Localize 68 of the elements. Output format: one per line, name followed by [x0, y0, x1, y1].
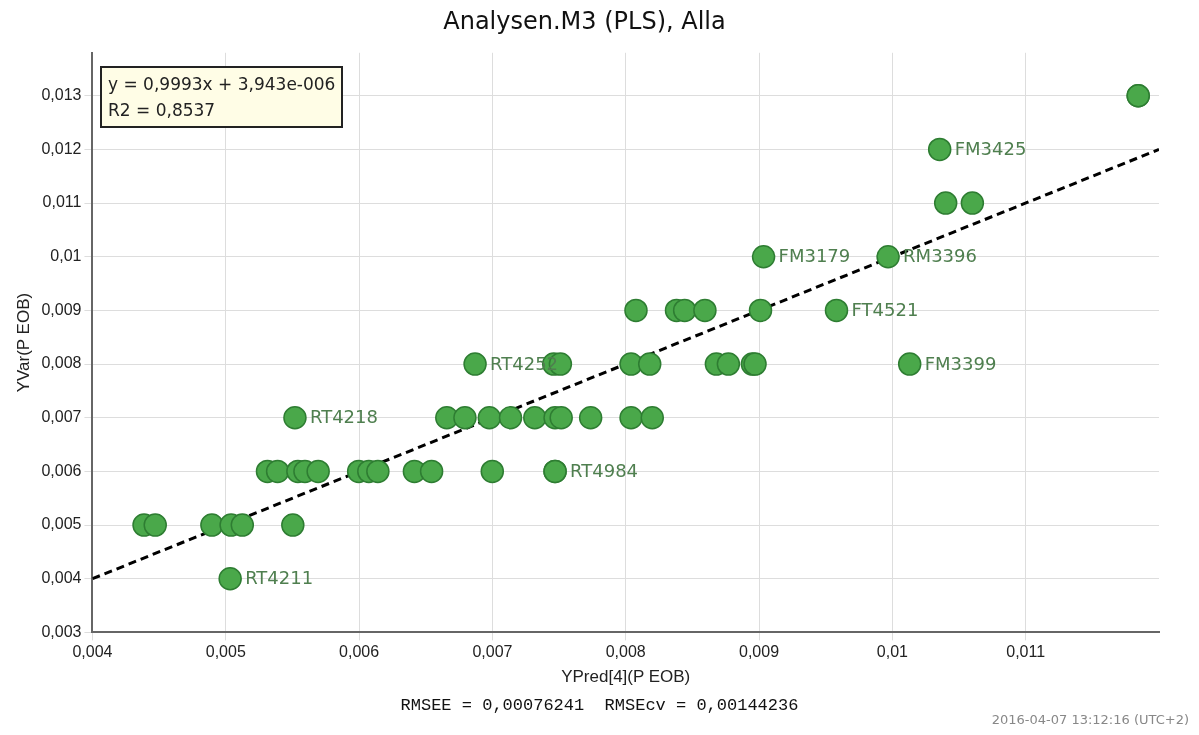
x-tick-label: 0,004: [72, 643, 113, 661]
x-tick-label: 0,011: [1006, 643, 1046, 661]
chart-title: Analysen.M3 (PLS), Alla: [443, 6, 726, 35]
point: [283, 405, 307, 430]
point: [640, 405, 664, 430]
point: [463, 352, 487, 376]
x-axis-title: YPred[4](P EOB): [561, 667, 691, 687]
text: 2016-04-07 13:12:16 (UTC+2): [991, 712, 1189, 727]
point: [200, 513, 224, 537]
text: RMSEE = 0,00076241 RMSEcv = 0,00144236: [400, 696, 799, 715]
point: [933, 191, 958, 215]
point: [477, 405, 502, 430]
point: [693, 298, 717, 323]
annotation: R2 = 0,8537: [108, 99, 217, 122]
point: [578, 405, 603, 430]
point: [453, 405, 477, 430]
x-tick-label: 0,007: [472, 643, 513, 661]
annotation: y = 0,9993x + 3,943e-006: [108, 73, 336, 96]
y-tick-label: 0,006: [41, 461, 82, 479]
point: [523, 405, 547, 430]
point: [265, 459, 290, 484]
point: [748, 298, 773, 323]
point: [876, 244, 900, 269]
y-tick-label: 0,007: [41, 408, 82, 426]
point: [281, 513, 305, 537]
y-axis-title: YVar(P EOB): [13, 292, 33, 393]
x-tick-label: 0,009: [739, 643, 780, 661]
annotation: RT4218: [309, 406, 378, 428]
annotation: RT4211: [245, 567, 314, 589]
y-tick-label: 0,004: [41, 569, 82, 587]
annotation: FM3425: [954, 138, 1027, 160]
point: [672, 298, 697, 323]
point: [897, 352, 922, 376]
y-tick-label: 0,01: [50, 247, 82, 265]
point: [480, 459, 505, 484]
point: [306, 459, 330, 484]
y-tick-label: 0,003: [41, 622, 82, 640]
y-tick-label: 0,012: [41, 139, 82, 157]
point: [619, 352, 643, 376]
x-tick-label: 0,01: [876, 643, 909, 661]
point: [751, 244, 776, 269]
point: [230, 513, 255, 537]
x-tick-label: 0,005: [205, 643, 246, 661]
y-tick-label: 0,008: [41, 354, 82, 372]
x-tick-label: 0,006: [339, 643, 380, 661]
point: [549, 405, 573, 430]
annotation: FM3179: [778, 245, 851, 267]
point: [716, 352, 741, 376]
x-tick-label: 0,008: [605, 643, 646, 661]
point: [218, 566, 242, 591]
point: [143, 513, 167, 537]
y-tick-label: 0,011: [42, 193, 82, 211]
point: [419, 459, 444, 484]
annotation: FM3399: [924, 352, 997, 374]
point: [619, 405, 643, 430]
point: [624, 298, 648, 323]
annotation: RT4984: [570, 460, 639, 482]
point: [927, 137, 952, 162]
point: [366, 459, 390, 484]
point: [498, 405, 523, 430]
y-tick-label: 0,009: [41, 300, 82, 318]
y-tick-label: 0,013: [41, 86, 82, 104]
annotation: FT4521: [851, 299, 919, 321]
annotation: RM3396: [903, 245, 977, 267]
y-tick-label: 0,005: [41, 515, 82, 533]
point: [960, 191, 985, 215]
point: [824, 298, 849, 323]
point: [637, 352, 662, 376]
